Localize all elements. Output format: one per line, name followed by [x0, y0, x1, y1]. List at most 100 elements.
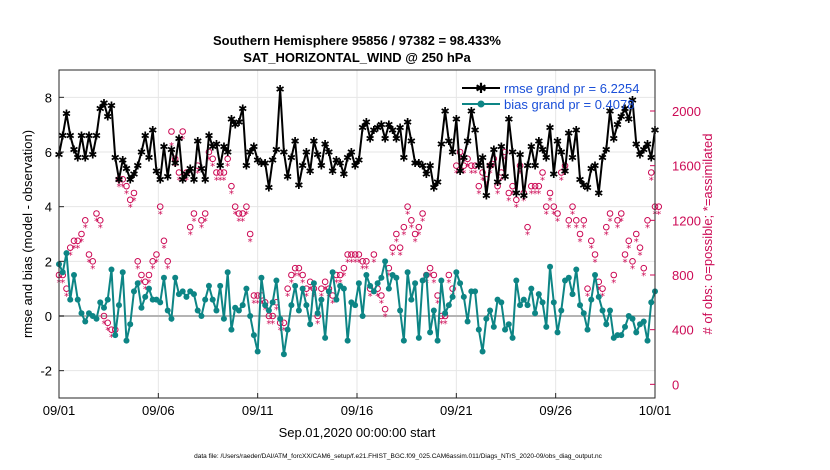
bias-point: [532, 310, 539, 317]
obs-possible-point: [621, 251, 629, 258]
bias-point: [524, 302, 531, 309]
obs-assimilated-point: *: [109, 333, 114, 344]
obs-assimilated-point: *: [199, 223, 204, 234]
obs-possible-point: [591, 251, 599, 258]
obs-assimilated-point: *: [420, 216, 425, 227]
obs-assimilated-point: *: [491, 162, 496, 173]
rmse-point: ✱: [249, 141, 258, 154]
rmse-point: ✱: [306, 165, 315, 178]
obs-assimilated-point: *: [581, 223, 586, 234]
obs-possible-point: [404, 203, 411, 210]
obs-assimilated-point: *: [266, 319, 271, 330]
obs-assimilated-point: *: [71, 244, 76, 255]
bias-point: [385, 285, 392, 292]
bias-point: [258, 274, 265, 281]
rmse-point: ✱: [590, 160, 599, 173]
obs-assimilated-point: *: [555, 216, 560, 227]
obs-possible-point: [205, 148, 213, 156]
obs-assimilated-point: *: [184, 175, 189, 186]
bias-point: [314, 310, 321, 317]
bias-point: [228, 326, 235, 333]
obs-possible-point: [587, 237, 595, 245]
obs-possible-point: [269, 312, 276, 320]
obs-assimilated-point: *: [371, 257, 376, 268]
obs-possible-point: [528, 182, 535, 190]
rmse-point: ✱: [459, 151, 468, 164]
obs-assimilated-point: *: [630, 264, 635, 275]
rmse-point: ✱: [639, 143, 648, 156]
obs-assimilated-point: *: [173, 162, 178, 173]
bias-point: [449, 293, 456, 300]
y-left-tick-label: 2: [45, 254, 52, 269]
obs-assimilated-point: *: [105, 326, 110, 337]
obs-possible-point: [235, 210, 243, 217]
obs-assimilated-point: *: [413, 237, 418, 248]
rmse-point: ✱: [410, 157, 419, 170]
rmse-point: ✱: [343, 151, 352, 164]
bias-point: [430, 307, 437, 314]
bias-point: [269, 299, 276, 306]
bias-point: [119, 269, 126, 276]
bias-point: [205, 282, 212, 289]
rmse-point: ✱: [575, 173, 584, 186]
obs-possible-point: [625, 237, 633, 245]
bias-point: [292, 282, 299, 289]
obs-possible-point: [378, 292, 385, 299]
obs-assimilated-point: *: [454, 169, 459, 180]
bias-point: [74, 296, 81, 303]
rmse-point: ✱: [418, 160, 427, 173]
legend-bias-label: bias grand pr = 0.4078: [504, 97, 634, 112]
rmse-point: ✱: [422, 168, 431, 181]
obs-assimilated-point: *: [398, 251, 403, 262]
bias-point: [333, 296, 340, 303]
rmse-point: ✱: [182, 168, 191, 181]
rmse-point: ✱: [268, 154, 277, 167]
rmse-point: ✱: [444, 135, 453, 148]
obs-assimilated-point: *: [345, 257, 350, 268]
bias-point: [160, 274, 167, 281]
obs-assimilated-point: *: [83, 223, 88, 234]
x-tick-label: 10/01: [639, 403, 672, 418]
rmse-point: ✱: [103, 110, 112, 123]
rmse-point: ✱: [231, 119, 240, 132]
obs-assimilated-point: *: [191, 216, 196, 227]
obs-assimilated-point: *: [518, 169, 523, 180]
bias-point: [145, 285, 152, 292]
obs-assimilated-point: *: [161, 244, 166, 255]
obs-possible-point: [93, 210, 100, 217]
rmse-point: ✱: [598, 151, 607, 164]
obs-possible-point: [321, 278, 329, 286]
bias-point: [127, 321, 134, 328]
rmse-point: ✱: [122, 162, 131, 175]
rmse-point: ✱: [384, 119, 393, 132]
rmse-point: ✱: [534, 135, 543, 148]
rmse-point: ✱: [92, 130, 101, 143]
obs-possible-point: [599, 285, 606, 292]
obs-possible-point: [141, 278, 149, 286]
bias-point: [179, 288, 186, 295]
rmse-point: ✱: [515, 149, 524, 162]
rmse-point: ✱: [452, 113, 461, 126]
obs-assimilated-point: *: [645, 223, 650, 234]
x-tick-label: 09/21: [440, 403, 473, 418]
obs-assimilated-point: *: [64, 292, 69, 303]
rmse-point: ✱: [467, 105, 476, 118]
obs-assimilated-point: *: [128, 203, 133, 214]
obs-possible-point: [160, 237, 168, 245]
rmse-point: ✱: [381, 132, 390, 145]
rmse-point: ✱: [141, 130, 150, 143]
bias-point: [505, 321, 512, 328]
obs-assimilated-point: *: [405, 210, 410, 221]
rmse-point: ✱: [66, 130, 75, 143]
obs-assimilated-point: *: [634, 237, 639, 248]
obs-possible-point: [647, 169, 655, 176]
obs-assimilated-point: *: [446, 278, 451, 289]
bias-point: [472, 288, 479, 295]
obs-possible-point: [584, 285, 591, 292]
obs-assimilated-point: *: [623, 257, 628, 268]
obs-assimilated-point: *: [540, 175, 545, 186]
bias-point: [130, 288, 137, 295]
bias-point: [344, 337, 351, 344]
bias-point: [213, 307, 220, 314]
obs-assimilated-point: *: [563, 169, 568, 180]
